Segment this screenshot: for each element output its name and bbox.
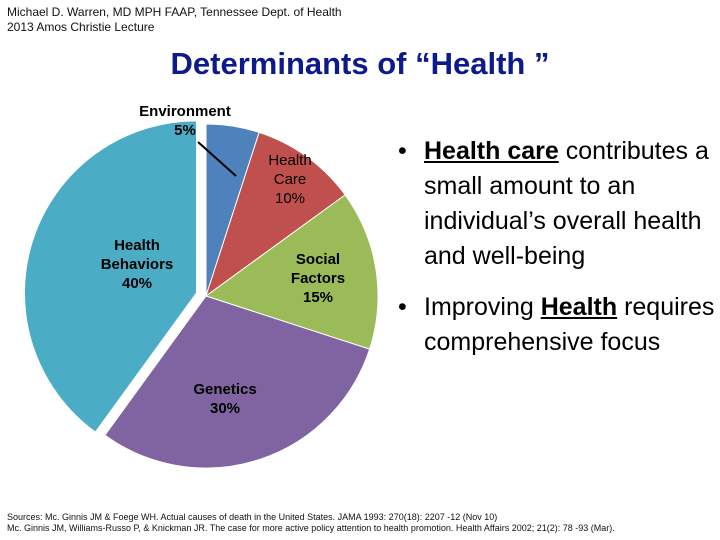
emphasis-health-care: Health care bbox=[424, 137, 559, 165]
emphasis-health: Health bbox=[540, 293, 618, 321]
pie-value-label-environment: 5% bbox=[174, 122, 196, 139]
source-line-2: Mc. Ginnis JM, Williams-Russo P, & Knick… bbox=[7, 523, 615, 533]
pie-value-label-social-factors: 15% bbox=[303, 289, 333, 306]
pie-category-label-social-factors: Factors bbox=[291, 270, 345, 287]
pie-label-genetics: Genetics 30% bbox=[193, 381, 256, 417]
pie-category-label-genetics: Genetics bbox=[193, 381, 256, 398]
bullet-item: • Health care contributes a small amount… bbox=[398, 134, 718, 274]
pie-category-label-health-care: Health bbox=[268, 152, 311, 169]
credit-line-2: 2013 Amos Christie Lecture bbox=[7, 20, 155, 34]
bullet-dot: • bbox=[398, 137, 407, 165]
pie-value-label-genetics: 30% bbox=[210, 400, 240, 417]
pie-category-label-health-care: Care bbox=[274, 171, 307, 188]
pie-category-label-social-factors: Social bbox=[296, 251, 340, 268]
pie-slice-health-behaviors bbox=[23, 120, 197, 433]
source-line-1: Sources: Mc. Ginnis JM & Foege WH. Actua… bbox=[7, 512, 498, 522]
pie-category-label-health-behaviors: Behaviors bbox=[101, 256, 174, 273]
credit-line-1: Michael D. Warren, MD MPH FAAP, Tennesse… bbox=[7, 5, 342, 19]
pie-label-social-factors: Social Factors 15% bbox=[291, 251, 345, 306]
slide-title: Determinants of “Health ” bbox=[170, 46, 550, 81]
sources-footnote: Sources: Mc. Ginnis JM & Foege WH. Actua… bbox=[7, 512, 615, 534]
pie-label-health-care: Health Care 10% bbox=[268, 152, 311, 207]
pie-label-environment: Environment 5% bbox=[139, 103, 231, 139]
pie-slice-health-care bbox=[205, 131, 346, 298]
pie-label-health-behaviors: Health Behaviors 40% bbox=[101, 237, 174, 292]
bullet-dot: • bbox=[398, 293, 407, 321]
pie-slice-social-factors bbox=[204, 194, 379, 350]
environment-leader-line bbox=[197, 141, 237, 177]
pie-value-label-health-behaviors: 40% bbox=[122, 275, 152, 292]
pie-category-label-environment: Environment bbox=[139, 103, 231, 120]
pie-slice-genetics bbox=[104, 295, 371, 469]
bullet-item: • Improving Health requires comprehensiv… bbox=[398, 290, 718, 360]
bullet-list: • Health care contributes a small amount… bbox=[398, 134, 718, 360]
presenter-credit: Michael D. Warren, MD MPH FAAP, Tennesse… bbox=[7, 5, 342, 35]
pie-category-label-health-behaviors: Health bbox=[114, 237, 160, 254]
pie-value-label-health-care: 10% bbox=[275, 190, 305, 207]
